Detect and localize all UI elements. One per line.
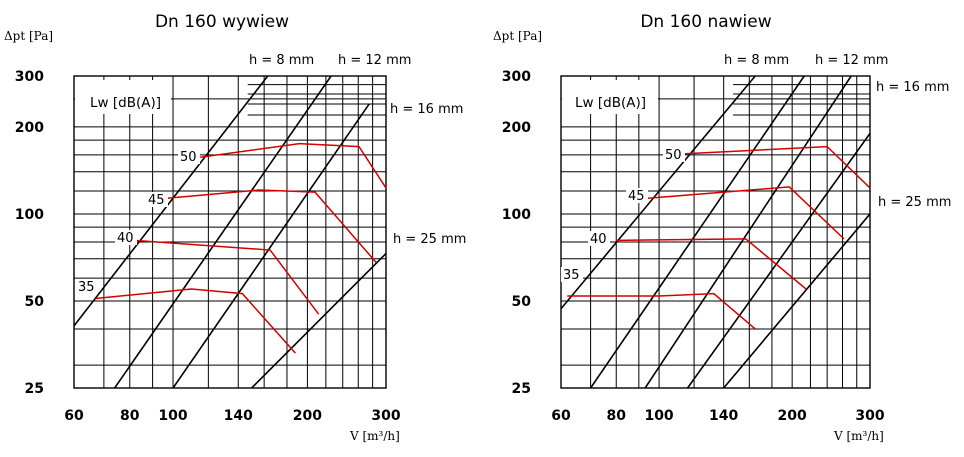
damper-line-1 xyxy=(73,75,269,327)
x-tick-label: 100 xyxy=(158,408,187,424)
chart-panel-2: Lw [dB(A)] 35 40 45 50 h = 8 mm h = 12 mm h = 1… xyxy=(493,12,954,443)
x-tick-label: 140 xyxy=(224,408,253,424)
y-tick-label: 25 xyxy=(25,381,44,397)
sound-curve-50 xyxy=(200,142,387,189)
damper-label-bg xyxy=(876,194,954,210)
chart-title: Dn 160 wywiew xyxy=(155,12,289,32)
sound-curve-label-35: 35 xyxy=(563,268,580,283)
curve-label-bg xyxy=(178,149,200,164)
damper-label-bg xyxy=(388,101,466,117)
y-tick-label: 200 xyxy=(502,120,531,136)
x-tick-label: 140 xyxy=(709,408,738,424)
y-tick-label: 50 xyxy=(512,294,532,310)
chart-panel-1: Lw [dB(A)] 35 40 45 50 h = 8 mm h = 12 mm h = 1… xyxy=(4,12,469,443)
curve-label-bg xyxy=(115,230,137,245)
y-tick-label: 300 xyxy=(502,69,531,85)
curve-label-bg xyxy=(663,147,685,162)
legend-title: Lw [dB(A)] xyxy=(575,95,646,111)
x-tick-label: 80 xyxy=(120,408,140,424)
damper-line-4 xyxy=(723,213,871,389)
damper-label-3: h = 16 mm xyxy=(390,102,463,117)
damper-label-bg xyxy=(813,52,891,68)
plot-frame xyxy=(560,75,871,389)
sound-curve-35 xyxy=(95,288,296,354)
damper-label-2: h = 12 mm xyxy=(338,53,411,68)
x-tick-label: 300 xyxy=(371,408,400,424)
sound-curve-35 xyxy=(567,292,756,330)
y-tick-label: 100 xyxy=(502,207,531,223)
sound-curve-40 xyxy=(134,239,320,315)
y-tick-label: 300 xyxy=(15,69,44,85)
sound-curve-40 xyxy=(616,238,807,290)
damper-label-2: h = 12 mm xyxy=(815,53,888,68)
sound-curve-45 xyxy=(163,189,377,263)
y-tick-label: 50 xyxy=(25,294,45,310)
x-tick-label: 100 xyxy=(644,408,673,424)
sound-curve-label-50: 50 xyxy=(665,148,682,163)
y-tick-label: 25 xyxy=(512,381,531,397)
legend-box xyxy=(75,80,171,114)
damper-label-4: h = 25 mm xyxy=(393,232,466,247)
damper-label-bg xyxy=(391,231,469,247)
sound-curve-45 xyxy=(643,186,845,240)
curve-label-bg xyxy=(588,231,610,246)
damper-label-1: h = 8 mm xyxy=(724,53,789,68)
damper-line-1 xyxy=(560,75,756,310)
legend-title: Lw [dB(A)] xyxy=(90,95,161,111)
y-tick-label: 200 xyxy=(15,120,44,136)
sound-curve-label-40: 40 xyxy=(590,232,607,247)
curve-label-bg xyxy=(561,267,583,282)
damper-label-bg xyxy=(247,52,325,68)
x-tick-label: 80 xyxy=(606,408,626,424)
x-tick-label: 300 xyxy=(855,408,884,424)
damper-line-2 xyxy=(113,75,332,389)
damper-label-bg xyxy=(722,52,800,68)
curve-label-bg xyxy=(626,188,648,203)
y-tick-label: 100 xyxy=(15,207,44,223)
x-tick-label: 60 xyxy=(551,408,571,424)
x-tick-label: 200 xyxy=(778,408,807,424)
damper-line-3 xyxy=(644,75,852,389)
damper-label-3: h = 16 mm xyxy=(876,80,949,95)
sound-curve-label-45: 45 xyxy=(148,193,165,208)
damper-line-5 xyxy=(686,132,871,389)
x-tick-label: 60 xyxy=(64,408,84,424)
x-tick-label: 200 xyxy=(293,408,322,424)
damper-line-2 xyxy=(589,75,805,389)
damper-label-4: h = 25 mm xyxy=(878,195,951,210)
y-axis-label: Δpt [Pa] xyxy=(493,29,542,43)
curve-label-bg xyxy=(76,279,98,294)
y-axis-label: Δpt [Pa] xyxy=(4,29,53,43)
sound-curve-label-40: 40 xyxy=(117,231,134,246)
damper-label-bg xyxy=(336,52,414,68)
sound-curve-label-35: 35 xyxy=(78,280,95,295)
chart-title: Dn 160 nawiew xyxy=(640,12,771,32)
damper-line-3 xyxy=(172,103,370,389)
x-axis-label: V [m³/h] xyxy=(833,429,884,443)
damper-label-bg xyxy=(874,79,952,95)
legend-box xyxy=(562,80,658,114)
sound-curve-50 xyxy=(677,145,871,189)
sound-curve-label-50: 50 xyxy=(180,150,197,165)
x-axis-label: V [m³/h] xyxy=(349,429,400,443)
damper-label-1: h = 8 mm xyxy=(249,53,314,68)
damper-line-4 xyxy=(251,252,387,389)
sound-curve-label-45: 45 xyxy=(628,189,645,204)
plot-frame xyxy=(73,75,387,389)
curve-label-bg xyxy=(146,192,168,207)
